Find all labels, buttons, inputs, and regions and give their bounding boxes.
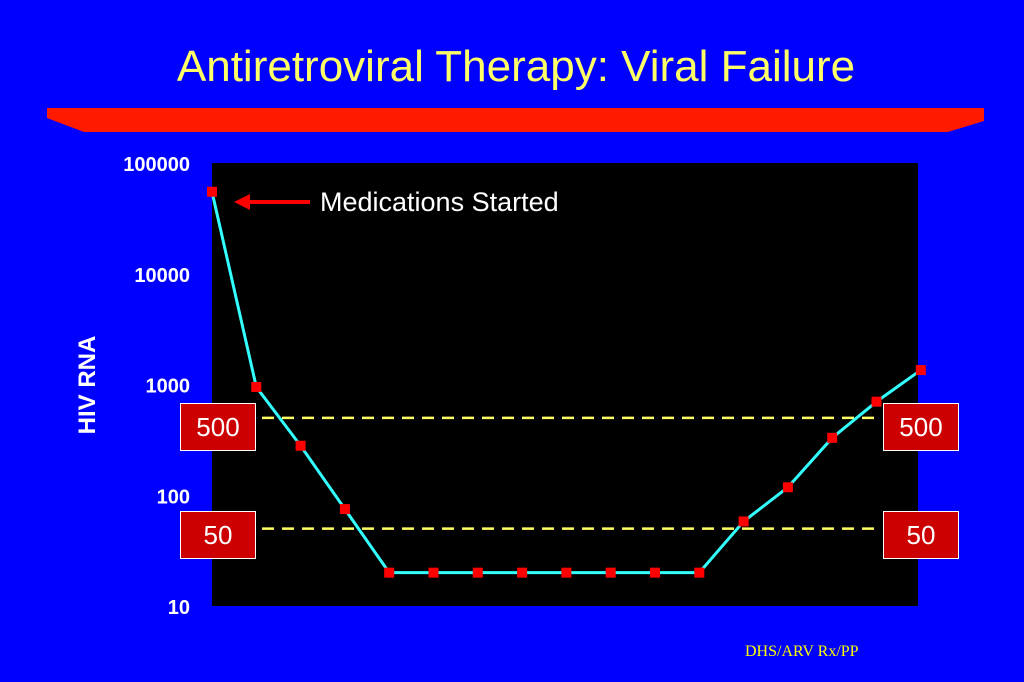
- data-point-marker: [207, 186, 217, 197]
- annotation-text: Medications Started: [320, 187, 559, 217]
- data-point-marker: [561, 567, 572, 578]
- reference-label-50-right: 50: [883, 511, 959, 559]
- y-tick-label: 100000: [123, 154, 190, 176]
- data-point-marker: [738, 516, 749, 527]
- data-point-marker: [605, 567, 616, 578]
- data-point-marker: [782, 482, 793, 493]
- y-axis-label: HIV RNA: [74, 336, 101, 435]
- annotation-arrow: [234, 194, 310, 210]
- data-point-marker: [295, 440, 306, 451]
- data-point-marker: [517, 567, 528, 578]
- slide-title: Antiretroviral Therapy: Viral Failure: [176, 42, 856, 91]
- title-divider: [47, 108, 984, 132]
- data-point-marker: [251, 381, 262, 392]
- reference-label-500-left: 500: [180, 403, 256, 451]
- reference-label-500-right: 500: [883, 403, 959, 451]
- data-point-marker: [339, 504, 350, 515]
- y-tick-label: 1000: [146, 376, 191, 398]
- y-tick-label: 100: [157, 486, 190, 508]
- data-point-marker: [871, 396, 882, 407]
- data-point-marker: [915, 365, 926, 376]
- data-point-marker: [472, 567, 483, 578]
- data-point-marker: [694, 567, 705, 578]
- plot-area: [212, 163, 918, 606]
- reference-label-50-left: 50: [180, 511, 256, 559]
- y-tick-label: 10000: [134, 265, 190, 287]
- footer-text: DHS/ARV Rx/PP: [745, 643, 859, 660]
- data-point-marker: [428, 567, 439, 578]
- data-point-marker: [650, 567, 660, 578]
- y-tick-label: 10: [168, 597, 190, 619]
- data-point-marker: [827, 432, 838, 443]
- data-point-marker: [384, 567, 395, 578]
